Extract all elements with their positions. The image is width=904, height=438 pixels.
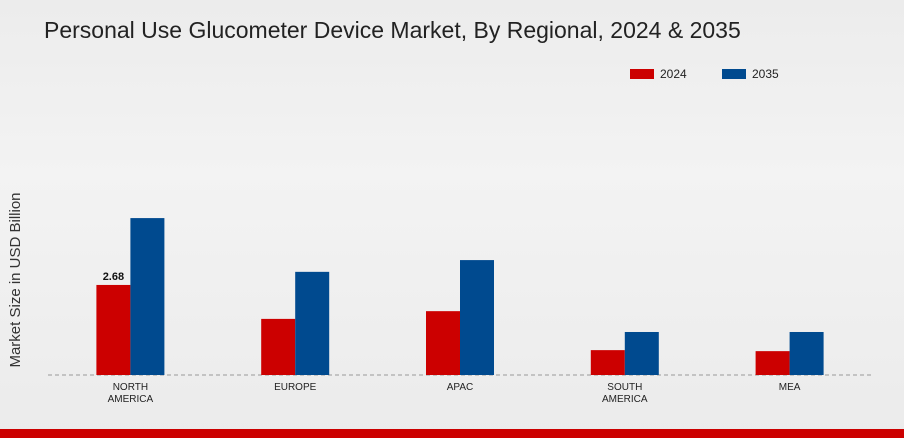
bar bbox=[590, 350, 625, 375]
legend-label: 2035 bbox=[752, 67, 779, 81]
x-tick-label: EUROPE bbox=[274, 382, 317, 393]
legend-swatch bbox=[630, 69, 654, 79]
bar bbox=[426, 311, 460, 375]
footer-bar bbox=[0, 429, 904, 438]
legend-swatch bbox=[722, 69, 746, 79]
bar bbox=[295, 271, 330, 375]
bar bbox=[460, 260, 494, 375]
x-tick-label: SOUTH AMERICA bbox=[602, 382, 648, 405]
bar bbox=[755, 351, 790, 375]
bar bbox=[261, 318, 296, 375]
bar bbox=[624, 331, 659, 375]
bar bbox=[96, 284, 131, 375]
data-label: 2.68 bbox=[103, 271, 124, 283]
x-tick-label: APAC bbox=[446, 382, 474, 393]
y-axis-label: Market Size in USD Billion bbox=[7, 192, 24, 367]
chart-title: Personal Use Glucometer Device Market, B… bbox=[44, 17, 741, 43]
x-tick-label: NORTH AMERICA bbox=[107, 382, 154, 405]
bar bbox=[130, 218, 165, 375]
x-tick-label: MEA bbox=[778, 382, 801, 393]
legend-label: 2024 bbox=[660, 67, 687, 81]
bar bbox=[789, 331, 824, 375]
